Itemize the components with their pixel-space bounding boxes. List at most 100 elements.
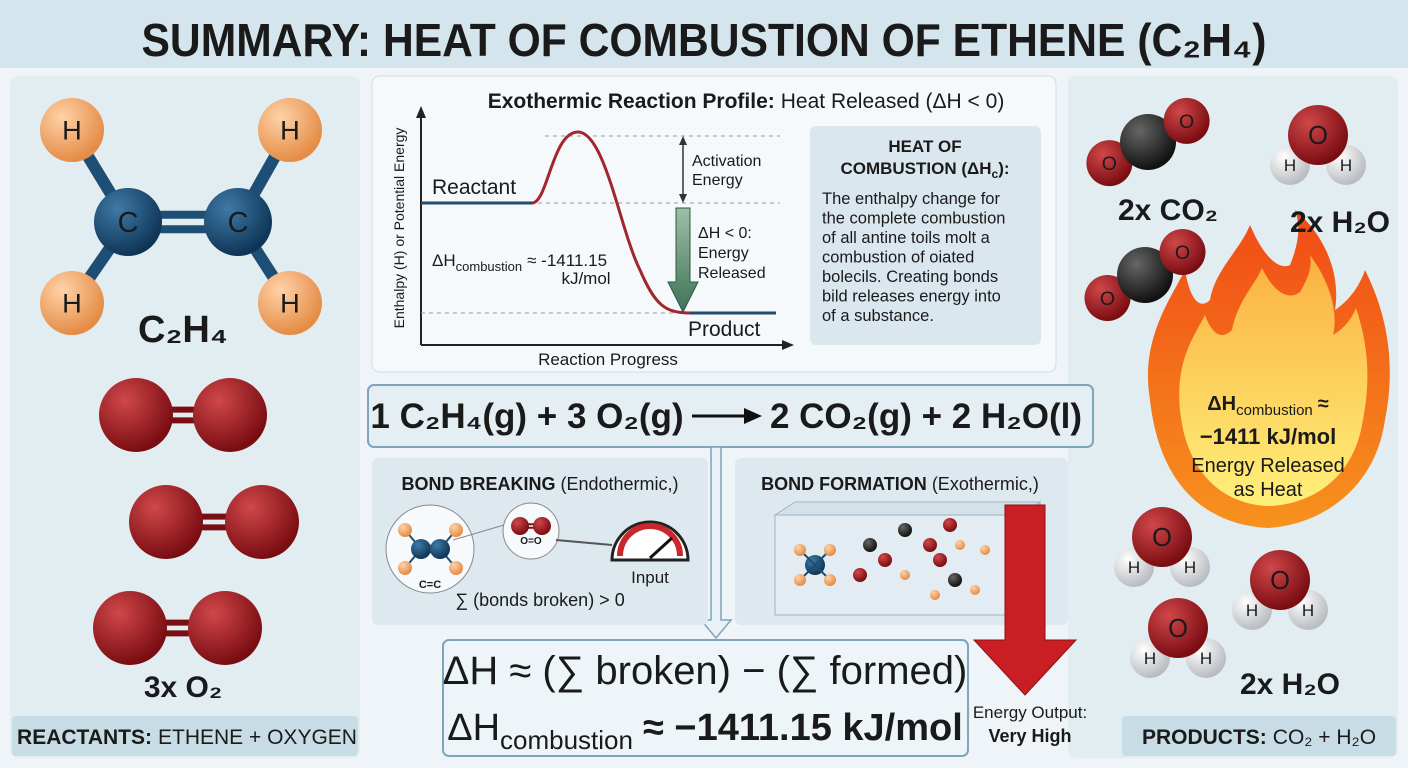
bold: BOND FORMATION — [761, 474, 927, 494]
atom-label: O — [1179, 111, 1194, 133]
atom — [258, 271, 322, 335]
atom — [794, 544, 806, 556]
activation-line-1: Activation — [692, 153, 761, 170]
subscript: combustion — [456, 259, 522, 274]
icons — [398, 517, 990, 600]
definition-line: bolecils. Creating bonds — [822, 268, 998, 286]
x-axis-label: Reaction Progress — [538, 350, 678, 369]
cc-label: C=C — [419, 579, 441, 591]
atom — [1120, 114, 1176, 170]
formula-box — [442, 639, 969, 757]
flame-core — [1179, 255, 1368, 506]
title: SUMMARY: HEAT OF COMBUSTION OF ETHENE (C… — [142, 14, 1267, 66]
atom — [1117, 247, 1173, 303]
atom-label: H — [1246, 601, 1258, 620]
symbol: ΔH — [432, 251, 456, 270]
atom — [411, 539, 431, 559]
atom-label: H — [62, 288, 82, 319]
atom — [204, 188, 272, 256]
products-footer — [1122, 716, 1396, 756]
definition-line: combustion of oiated — [822, 249, 974, 267]
atom — [930, 590, 940, 600]
atom — [449, 523, 463, 537]
water-molecule: H HO — [1130, 598, 1226, 678]
flow-arrow — [699, 446, 733, 640]
h2o-label-top: 2x H₂O — [1290, 206, 1390, 239]
atom — [1148, 598, 1208, 658]
delta-h-arrow — [667, 207, 699, 314]
definition-line: bild releases energy into — [822, 288, 1001, 306]
value: ≈ -1411.15 — [527, 251, 607, 270]
atom — [93, 591, 167, 665]
bond-formation-title: BOND FORMATION (Exothermic,) — [761, 474, 1039, 494]
atom — [1084, 274, 1131, 321]
atom-label: O — [1100, 288, 1115, 310]
activation-arrow-bottom — [679, 194, 687, 203]
atom — [955, 540, 965, 550]
atom — [923, 538, 937, 552]
footer-bold: PRODUCTS: — [1142, 726, 1267, 749]
title-bar — [0, 0, 1408, 68]
atom — [511, 517, 529, 535]
equation-arrow-head — [744, 408, 762, 424]
atom — [193, 378, 267, 452]
footer-text: ETHENE + OXYGEN — [158, 726, 357, 749]
atom — [853, 568, 867, 582]
atom-label: H — [1184, 558, 1196, 577]
water-molecule: H HO — [1232, 550, 1328, 630]
approx: ≈ — [1318, 393, 1329, 415]
footer-text: CO₂ + H₂O — [1273, 726, 1376, 749]
atom-label: H — [1128, 558, 1140, 577]
energy-output-arrow — [972, 504, 1078, 696]
h2o-label-bottom: 2x H₂O — [1240, 668, 1340, 701]
definition-line: The enthalpy change for — [822, 190, 1000, 208]
atom — [99, 378, 173, 452]
profile-title-bold: Exothermic Reaction Profile: — [488, 90, 775, 113]
definition-line: of a substance. — [822, 307, 934, 325]
atom — [1288, 105, 1348, 165]
value: ≈ −1411.15 kJ/mol — [643, 707, 963, 749]
oo-label: O=O — [520, 536, 542, 547]
activation-line-2: Energy — [692, 172, 743, 189]
water-molecule: H HO — [1270, 105, 1366, 185]
atom — [980, 545, 990, 555]
definition-title-sub: c — [992, 167, 999, 181]
definition-line: the complete combustion — [822, 210, 1005, 228]
subscript: combustion — [500, 725, 633, 755]
rest: (Exothermic,) — [932, 474, 1039, 494]
profile-combustion: ΔHcombustion ≈ -1411.15 — [432, 251, 607, 274]
oxygen-molecule — [99, 378, 267, 452]
delta-line-3: Released — [698, 265, 766, 282]
magnifier-oxygen — [502, 502, 560, 560]
atom — [430, 539, 450, 559]
atom-label: O — [1152, 524, 1172, 552]
atom-label: O — [1308, 122, 1328, 150]
atom — [863, 538, 877, 552]
flame-symbol: ΔHcombustion ≈ — [1207, 393, 1329, 419]
energy-output-value: Very High — [988, 726, 1071, 746]
formula-line-2: ΔHcombustion ≈ −1411.15 kJ/mol — [447, 707, 963, 755]
atom — [970, 585, 980, 595]
definition-title-end: ): — [998, 159, 1009, 178]
reactants-footer-text: REACTANTS: ETHENE + OXYGEN — [17, 726, 357, 749]
subscript: combustion — [1236, 402, 1313, 419]
x-axis-arrow — [782, 340, 794, 350]
atom — [40, 271, 104, 335]
product-label: Product — [688, 318, 761, 341]
rest: (Endothermic,) — [560, 474, 678, 494]
flame-line-2: as Heat — [1234, 479, 1303, 501]
atom-label: O — [1102, 153, 1117, 175]
atom — [258, 98, 322, 162]
flame-value: −1411 kJ/mol — [1200, 424, 1336, 449]
atom — [900, 570, 910, 580]
atom — [1250, 550, 1310, 610]
input-label: Input — [631, 568, 669, 587]
co2-molecule: OO — [1084, 229, 1206, 321]
atom-label: H — [1302, 601, 1314, 620]
atom — [794, 574, 806, 586]
atom — [898, 523, 912, 537]
atom — [225, 485, 299, 559]
